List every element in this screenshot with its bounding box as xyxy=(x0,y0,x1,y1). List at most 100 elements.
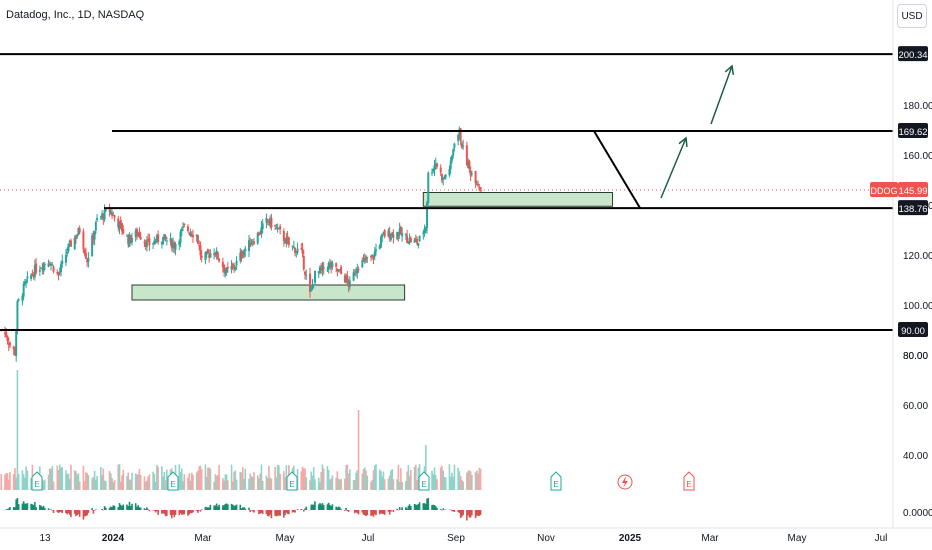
volume-bar xyxy=(424,445,427,490)
candle-body xyxy=(104,209,107,211)
oscillator-bar xyxy=(17,504,20,510)
volume-bar xyxy=(431,470,433,490)
candle-body xyxy=(388,232,391,239)
candle-body xyxy=(287,237,290,245)
candle-body xyxy=(23,281,26,285)
earnings-event-icon[interactable]: E xyxy=(418,471,430,491)
candle-body xyxy=(478,188,481,190)
candle-body xyxy=(378,245,381,249)
zones[interactable] xyxy=(131,192,614,301)
candle-body xyxy=(259,233,262,235)
oscillator-bar xyxy=(459,510,462,518)
oscillator-bar xyxy=(30,503,32,510)
oscillator-bar xyxy=(467,510,469,516)
candle-body xyxy=(84,252,87,259)
y-tick-label: 180.00 xyxy=(903,101,932,112)
oscillator-bar xyxy=(61,510,64,514)
earnings-event-icon[interactable]: E xyxy=(683,471,695,491)
candle-body xyxy=(317,271,320,273)
volume-bar xyxy=(275,477,278,490)
candle-body xyxy=(477,183,480,186)
oscillator-bar xyxy=(197,510,199,513)
x-tick-label: Mar xyxy=(194,533,212,544)
arrow-up-1 xyxy=(660,137,687,199)
volume-bar xyxy=(47,474,50,490)
candle-body xyxy=(337,269,340,271)
earnings-event-icon[interactable]: E xyxy=(286,471,298,491)
candle-body xyxy=(3,332,6,334)
y-tick-label: 120.00 xyxy=(903,251,932,262)
volume-bar xyxy=(86,473,88,490)
volume-bar xyxy=(217,474,219,490)
candle-body xyxy=(162,236,165,245)
oscillator-bar xyxy=(321,503,324,510)
volume-bar xyxy=(68,478,71,490)
oscillator-bar xyxy=(76,510,78,516)
oscillator-bar xyxy=(227,504,229,510)
volume-bar xyxy=(461,479,463,490)
volume-bar xyxy=(274,467,276,490)
y-tick-label: 80.00 xyxy=(903,351,928,362)
candle-body xyxy=(469,170,472,176)
x-tick-label: 2024 xyxy=(102,533,125,544)
oscillator-bar xyxy=(223,505,225,510)
volume-bar xyxy=(476,470,478,490)
candle-body xyxy=(266,219,269,221)
oscillator-bar xyxy=(204,506,207,510)
oscillator-bar xyxy=(452,510,454,512)
candle-body xyxy=(223,264,226,272)
lightning-icon[interactable] xyxy=(617,474,633,490)
candle-body xyxy=(243,250,246,256)
candle-body xyxy=(209,253,212,258)
oscillator-bar xyxy=(101,509,103,510)
oscillator-bar xyxy=(278,510,280,516)
oscillator-bar xyxy=(408,504,411,510)
earnings-event-icon[interactable]: E xyxy=(31,471,43,491)
volume-bar xyxy=(301,466,304,490)
volume-bar xyxy=(21,470,24,490)
oscillator-bar xyxy=(326,504,329,510)
candle-body xyxy=(33,265,36,278)
candle-body xyxy=(291,245,294,248)
candle-body xyxy=(32,275,35,277)
horizontal-levels[interactable] xyxy=(0,53,893,331)
oscillator-bar xyxy=(433,505,436,510)
volume-bar xyxy=(436,479,438,490)
drawings[interactable] xyxy=(593,64,735,209)
volume-bar xyxy=(183,474,186,490)
earnings-event-icon[interactable]: E xyxy=(167,471,179,491)
candle-body xyxy=(103,209,106,220)
x-tick-label: Sep xyxy=(447,533,465,544)
volume-bar xyxy=(251,476,254,490)
volume-bar xyxy=(382,471,385,490)
candle-body xyxy=(134,230,137,238)
oscillator-bar xyxy=(471,510,473,516)
candle-body xyxy=(265,218,268,223)
candle-body xyxy=(250,243,253,245)
arrow-up-1-head xyxy=(678,136,688,148)
candle-body xyxy=(135,229,138,236)
oscillator-bar xyxy=(340,509,342,510)
candle-body xyxy=(143,242,146,244)
oscillator-bar xyxy=(477,510,479,516)
volume-bar xyxy=(346,464,349,490)
volume-bar xyxy=(391,469,393,490)
oscillator-bar xyxy=(405,507,407,510)
oscillator-bar xyxy=(224,503,227,510)
earnings-event-icon[interactable]: E xyxy=(550,471,562,491)
candle-body xyxy=(352,272,355,281)
candle-body xyxy=(86,259,89,263)
oscillator-bar xyxy=(339,507,341,510)
oscillator-zero-label: 0.0000 xyxy=(903,508,932,519)
candle-body xyxy=(331,263,334,267)
candle-body xyxy=(282,230,285,242)
oscillator-bar xyxy=(372,510,375,517)
oscillator-bar xyxy=(457,510,459,512)
oscillator-bar xyxy=(422,503,425,510)
currency-button[interactable]: USD xyxy=(897,4,927,28)
candle-body xyxy=(195,234,198,237)
volume-bar xyxy=(278,465,280,490)
volume-bar xyxy=(14,468,16,490)
